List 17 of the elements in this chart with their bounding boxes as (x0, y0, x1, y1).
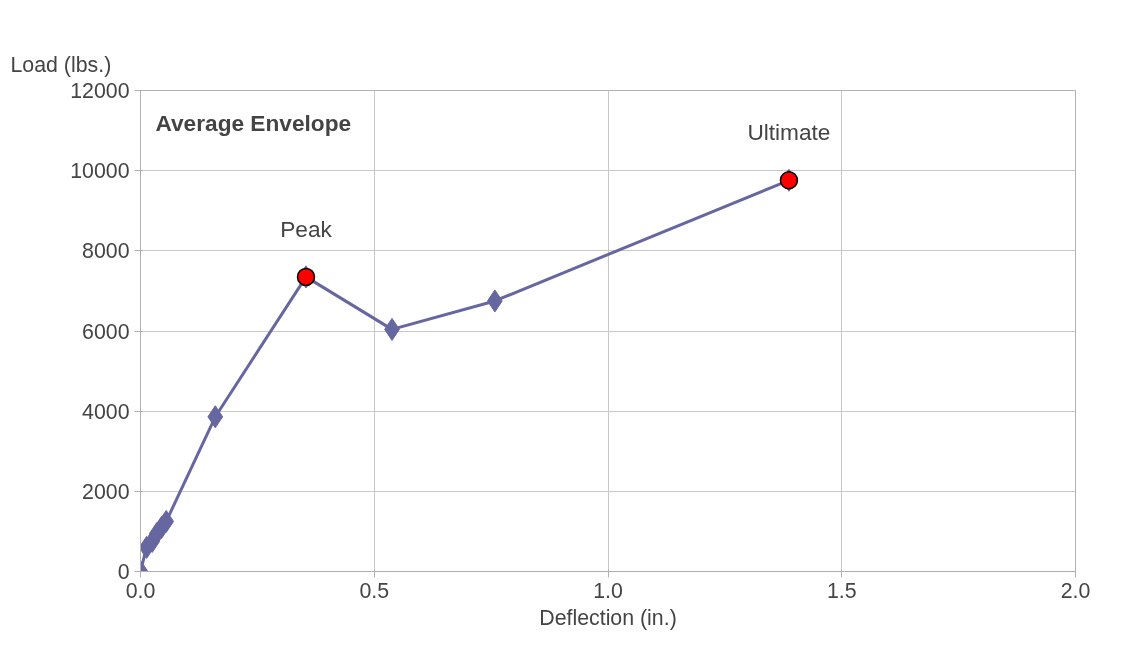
y-tick-label: 6000 (82, 319, 130, 344)
x-tick-label: 1.5 (826, 578, 857, 603)
x-axis-title: Deflection (in.) (539, 605, 677, 630)
y-tick-label: 8000 (82, 239, 130, 264)
annotation: Ultimate (747, 119, 831, 146)
y-tick-label: 2000 (82, 479, 130, 504)
annotation: Average Envelope (155, 109, 352, 136)
point (207, 405, 224, 429)
y-tick-label: 4000 (82, 399, 130, 424)
y-tick-label: 10000 (70, 159, 130, 184)
y-tick-label: 12000 (70, 79, 130, 103)
point (158, 509, 175, 533)
x-tick-label: 1.0 (593, 578, 623, 603)
x-tick-label: 0.5 (359, 578, 390, 603)
x-tick-label: 2.0 (1060, 578, 1091, 603)
y-axis-title: Load (lbs.) (10, 52, 112, 77)
annotation: Peak (280, 215, 333, 242)
